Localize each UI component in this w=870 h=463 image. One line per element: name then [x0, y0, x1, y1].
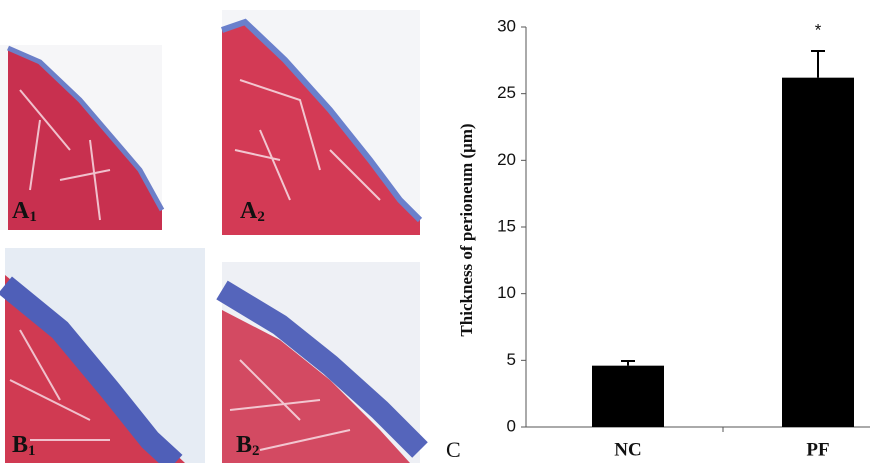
- x-tick-label: PF: [806, 439, 829, 460]
- y-tick-label: 10: [497, 283, 516, 302]
- panel-label: C: [446, 437, 461, 462]
- y-tick-label: 30: [497, 16, 516, 35]
- y-tick-label: 20: [497, 150, 516, 169]
- image-b1: B1: [0, 248, 205, 463]
- panel-label: A1: [12, 198, 37, 226]
- bar: [782, 77, 854, 428]
- y-tick-label: 0: [507, 416, 516, 435]
- image-a2: A2: [221, 10, 423, 235]
- panel-label: B1: [12, 432, 36, 460]
- y-tick-label: 25: [497, 83, 516, 102]
- image-b2: B2: [216, 262, 428, 463]
- panel-label: B2: [236, 432, 260, 460]
- panel-label: A2: [240, 198, 265, 226]
- x-tick-label: NC: [614, 439, 641, 460]
- y-axis-title: Thickness of perioneum (μm): [457, 123, 476, 336]
- bar: [592, 365, 664, 427]
- y-tick-label: 5: [507, 350, 516, 369]
- y-tick-label: 15: [497, 216, 516, 235]
- image-a1: A1: [0, 45, 165, 230]
- annotation: *: [815, 20, 822, 39]
